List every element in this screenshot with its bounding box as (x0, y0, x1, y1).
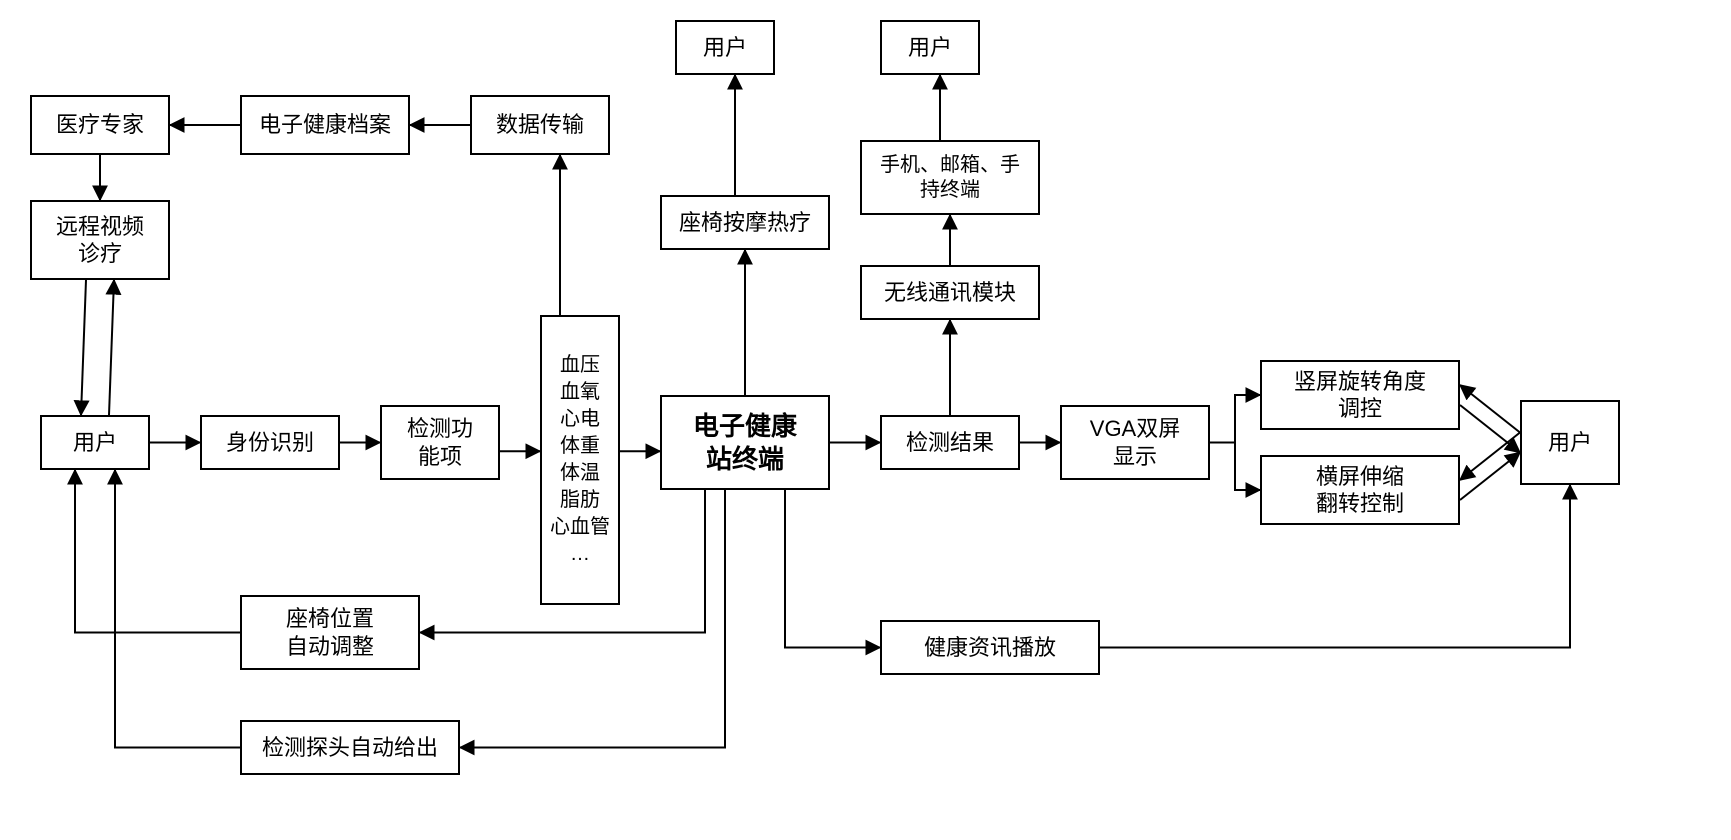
node-user_right: 用户 (1520, 400, 1620, 485)
node-metrics: 血压血氧心电体重体温脂肪心血管… (540, 315, 620, 605)
metrics-item: … (570, 541, 590, 568)
node-user_top1: 用户 (675, 20, 775, 75)
node-data_transfer: 数据传输 (470, 95, 610, 155)
node-mobile_terminal: 手机、邮箱、手持终端 (860, 140, 1040, 215)
metrics-item: 心血管 (550, 514, 610, 541)
diagram-stage: 医疗专家电子健康档案数据传输远程视频诊疗用户身份识别检测功能项血压血氧心电体重体… (0, 0, 1731, 840)
node-id_recog: 身份识别 (200, 415, 340, 470)
metrics-item: 体温 (560, 460, 600, 487)
node-vga_dual: VGA双屏显示 (1060, 405, 1210, 480)
node-chair_massage: 座椅按摩热疗 (660, 195, 830, 250)
metrics-item: 血氧 (560, 379, 600, 406)
node-user_top2: 用户 (880, 20, 980, 75)
node-chair_pos: 座椅位置自动调整 (240, 595, 420, 670)
metrics-item: 血压 (560, 352, 600, 379)
node-vert_screen: 竖屏旋转角度调控 (1260, 360, 1460, 430)
metrics-item: 体重 (560, 433, 600, 460)
metrics-item: 心电 (560, 406, 600, 433)
node-ehealth_record: 电子健康档案 (240, 95, 410, 155)
node-horiz_screen: 横屏伸缩翻转控制 (1260, 455, 1460, 525)
node-user_left: 用户 (40, 415, 150, 470)
node-detect_func: 检测功能项 (380, 405, 500, 480)
node-station: 电子健康站终端 (660, 395, 830, 490)
node-health_info: 健康资讯播放 (880, 620, 1100, 675)
node-probe_auto: 检测探头自动给出 (240, 720, 460, 775)
node-detect_result: 检测结果 (880, 415, 1020, 470)
node-wireless: 无线通讯模块 (860, 265, 1040, 320)
node-medical_expert: 医疗专家 (30, 95, 170, 155)
metrics-item: 脂肪 (560, 487, 600, 514)
node-remote_video: 远程视频诊疗 (30, 200, 170, 280)
